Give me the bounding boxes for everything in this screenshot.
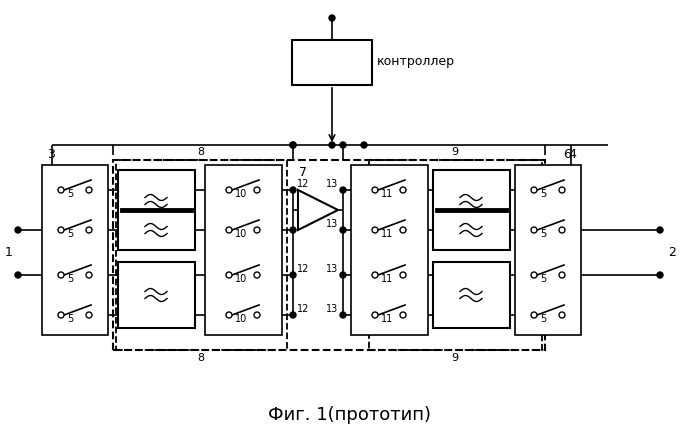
Circle shape bbox=[58, 227, 64, 233]
Text: 10: 10 bbox=[235, 189, 247, 199]
Text: 12: 12 bbox=[297, 219, 310, 229]
Text: 5: 5 bbox=[67, 189, 73, 199]
Text: 5: 5 bbox=[67, 274, 73, 284]
Text: 13: 13 bbox=[326, 179, 338, 189]
Circle shape bbox=[15, 272, 21, 278]
Circle shape bbox=[361, 142, 367, 148]
Text: 5: 5 bbox=[540, 189, 546, 199]
Text: 3: 3 bbox=[47, 148, 55, 161]
Circle shape bbox=[86, 227, 92, 233]
Text: контроллер: контроллер bbox=[377, 55, 455, 69]
Text: Фиг. 1(прототип): Фиг. 1(прототип) bbox=[268, 406, 431, 424]
Bar bbox=[205, 165, 282, 335]
Text: 5: 5 bbox=[540, 274, 546, 284]
Circle shape bbox=[226, 187, 232, 193]
Bar bbox=[369, 160, 542, 350]
Circle shape bbox=[531, 272, 537, 278]
Text: 7: 7 bbox=[299, 166, 307, 178]
Circle shape bbox=[254, 187, 260, 193]
Text: 5: 5 bbox=[67, 314, 73, 324]
Circle shape bbox=[531, 227, 537, 233]
Text: 12: 12 bbox=[297, 304, 310, 314]
Circle shape bbox=[226, 272, 232, 278]
Bar bbox=[433, 170, 510, 250]
Circle shape bbox=[290, 142, 296, 148]
Circle shape bbox=[559, 187, 565, 193]
Circle shape bbox=[290, 187, 296, 193]
Bar bbox=[351, 165, 428, 335]
Circle shape bbox=[226, 312, 232, 318]
Circle shape bbox=[340, 187, 346, 193]
Circle shape bbox=[329, 142, 335, 148]
Text: 10: 10 bbox=[235, 274, 247, 284]
Circle shape bbox=[531, 187, 537, 193]
Text: 11: 11 bbox=[381, 314, 394, 324]
Circle shape bbox=[372, 312, 378, 318]
Circle shape bbox=[340, 312, 346, 318]
Text: 13: 13 bbox=[326, 264, 338, 274]
Circle shape bbox=[372, 272, 378, 278]
Circle shape bbox=[340, 272, 346, 278]
Text: 12: 12 bbox=[297, 179, 310, 189]
Text: 2: 2 bbox=[668, 245, 676, 259]
Text: 4: 4 bbox=[568, 148, 576, 161]
Circle shape bbox=[340, 142, 346, 148]
Text: 10: 10 bbox=[235, 229, 247, 239]
Text: 13: 13 bbox=[326, 304, 338, 314]
Circle shape bbox=[58, 312, 64, 318]
Circle shape bbox=[254, 227, 260, 233]
Circle shape bbox=[400, 227, 406, 233]
Circle shape bbox=[531, 312, 537, 318]
Circle shape bbox=[15, 227, 21, 233]
Circle shape bbox=[86, 187, 92, 193]
Text: 8: 8 bbox=[197, 353, 205, 363]
Bar bbox=[515, 165, 581, 335]
Text: 11: 11 bbox=[381, 229, 394, 239]
Circle shape bbox=[559, 272, 565, 278]
Circle shape bbox=[86, 312, 92, 318]
Text: 1: 1 bbox=[5, 245, 13, 259]
Text: 13: 13 bbox=[326, 219, 338, 229]
Polygon shape bbox=[298, 190, 338, 230]
Bar bbox=[42, 165, 108, 335]
Circle shape bbox=[657, 227, 663, 233]
Circle shape bbox=[559, 227, 565, 233]
Circle shape bbox=[290, 312, 296, 318]
Bar bbox=[113, 160, 545, 350]
Circle shape bbox=[290, 142, 296, 148]
Bar bbox=[116, 160, 287, 350]
Bar bbox=[118, 170, 195, 250]
Text: 6: 6 bbox=[563, 148, 571, 161]
Text: 5: 5 bbox=[540, 314, 546, 324]
Circle shape bbox=[372, 187, 378, 193]
Circle shape bbox=[340, 227, 346, 233]
Circle shape bbox=[329, 15, 335, 21]
Circle shape bbox=[254, 272, 260, 278]
Text: 11: 11 bbox=[381, 189, 394, 199]
Circle shape bbox=[559, 312, 565, 318]
Circle shape bbox=[290, 227, 296, 233]
Text: 11: 11 bbox=[381, 274, 394, 284]
Circle shape bbox=[400, 187, 406, 193]
Text: 9: 9 bbox=[452, 353, 459, 363]
Circle shape bbox=[254, 312, 260, 318]
Text: 5: 5 bbox=[67, 229, 73, 239]
Bar bbox=[292, 40, 372, 85]
Text: 12: 12 bbox=[297, 264, 310, 274]
Bar bbox=[118, 262, 195, 328]
Circle shape bbox=[657, 272, 663, 278]
Text: 8: 8 bbox=[197, 147, 205, 157]
Text: 10: 10 bbox=[235, 314, 247, 324]
Circle shape bbox=[400, 272, 406, 278]
Circle shape bbox=[372, 227, 378, 233]
Circle shape bbox=[58, 272, 64, 278]
Circle shape bbox=[226, 227, 232, 233]
Circle shape bbox=[58, 187, 64, 193]
Text: 5: 5 bbox=[540, 229, 546, 239]
Circle shape bbox=[400, 312, 406, 318]
Circle shape bbox=[290, 272, 296, 278]
Text: 9: 9 bbox=[452, 147, 459, 157]
Circle shape bbox=[86, 272, 92, 278]
Bar bbox=[433, 262, 510, 328]
